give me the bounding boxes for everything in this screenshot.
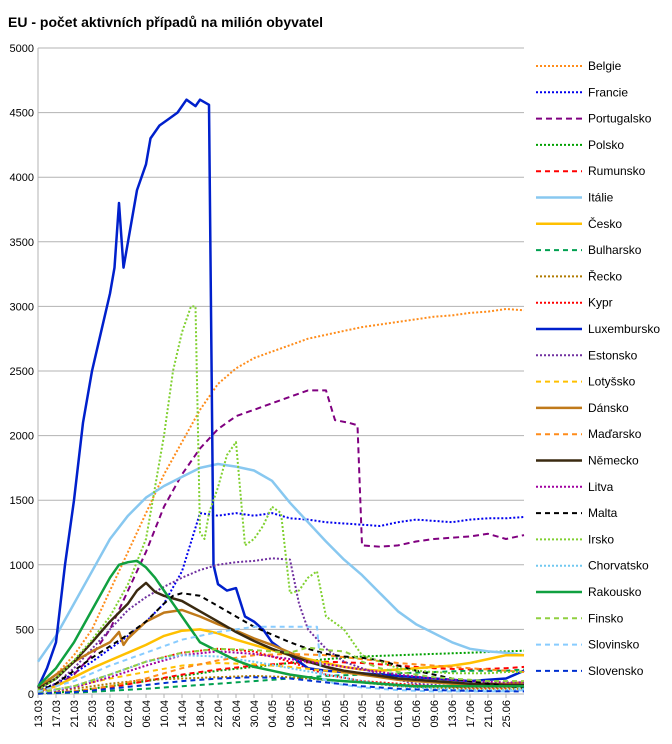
x-tick-label: 09.06 <box>429 700 441 728</box>
legend-label: Belgie <box>588 59 622 73</box>
x-tick-label: 17.03 <box>51 700 63 728</box>
series-line-Litva <box>37 650 524 695</box>
legend: Belgie Francie Portugalsko Polsko Rumunsko It… <box>536 59 660 678</box>
y-tick-label: 500 <box>16 624 34 636</box>
series-line-Luxembursko <box>36 98 525 689</box>
legend-label: Chorvatsko <box>588 559 649 573</box>
grid <box>38 47 524 695</box>
x-tick-label: 01.06 <box>393 700 405 728</box>
series-line-Malta <box>37 592 525 693</box>
legend-label: Irsko <box>588 532 614 546</box>
x-tick-label: 29.03 <box>105 700 117 728</box>
legend-label: Bulharsko <box>588 243 642 257</box>
x-tick-label: 28.05 <box>375 700 387 728</box>
x-tick-label: 26.04 <box>231 700 243 728</box>
series-line-Itálie <box>36 462 525 663</box>
y-tick-label: 0 <box>28 689 34 701</box>
legend-label: Finsko <box>588 611 624 625</box>
x-tick-label: 18.04 <box>195 700 207 728</box>
series-line-Slovensko <box>37 676 524 695</box>
legend-label: Estonsko <box>588 348 638 362</box>
legend-label: Luxembursko <box>588 322 660 336</box>
series-line-Slovinsko <box>37 625 525 693</box>
legend-label: Německo <box>588 454 639 468</box>
y-tick-label: 4500 <box>10 108 34 120</box>
x-tick-label: 22.04 <box>213 700 225 728</box>
x-tick-label: 21.06 <box>483 700 495 728</box>
x-tick-label: 08.05 <box>285 700 297 728</box>
y-tick-label: 3000 <box>10 301 34 313</box>
legend-label: Slovinsko <box>588 638 640 652</box>
y-tick-label: 2500 <box>10 366 34 378</box>
chart-title: EU - počet aktivních případů na milión o… <box>8 14 323 30</box>
axes: 0 500 1000 1500 2000 2500 3000 3500 4000 4500 5000… <box>10 43 524 728</box>
series-line-Irsko <box>37 305 524 691</box>
y-tick-label: 4000 <box>10 172 34 184</box>
legend-label: Itálie <box>588 191 614 205</box>
x-tick-label: 16.05 <box>321 700 333 728</box>
legend-label: Rumunsko <box>588 164 646 178</box>
legend-label: Malta <box>588 506 618 520</box>
y-tick-label: 2000 <box>10 431 34 443</box>
x-tick-label: 10.04 <box>159 700 171 728</box>
legend-label: Rakousko <box>588 585 642 599</box>
y-tick-label: 5000 <box>10 43 34 55</box>
x-tick-label: 14.04 <box>177 700 189 728</box>
legend-label: Řecko <box>588 268 622 283</box>
x-tick-label: 12.05 <box>303 700 315 728</box>
legend-label: Francie <box>588 85 628 99</box>
series-line-Finsko <box>37 646 524 694</box>
series-line-Rumunsko <box>37 660 525 695</box>
x-tick-label: 25.06 <box>501 700 513 728</box>
legend-label: Polsko <box>588 138 624 152</box>
x-tick-label: 04.05 <box>267 700 279 728</box>
x-tick-label: 13.06 <box>447 700 459 728</box>
legend-label: Kypr <box>588 296 613 310</box>
x-tick-label: 24.05 <box>357 700 369 728</box>
series-line-Dánsko <box>37 608 525 689</box>
series-line-Rakousko <box>37 559 524 688</box>
series-line-Řecko <box>37 674 524 694</box>
legend-label: Maďarsko <box>588 427 642 441</box>
y-tick-label: 3500 <box>10 237 34 249</box>
series-line-Německo <box>37 581 524 690</box>
series-line-Belgie <box>37 308 525 688</box>
series-line-Portugalsko <box>37 389 525 693</box>
y-tick-label: 1500 <box>10 495 34 507</box>
legend-label: Slovensko <box>588 664 644 678</box>
x-tick-label: 17.06 <box>465 700 477 728</box>
legend-label: Česko <box>588 216 622 231</box>
x-tick-label: 02.04 <box>123 700 135 728</box>
legend-label: Dánsko <box>588 401 629 415</box>
x-tick-label: 30.04 <box>249 700 261 728</box>
x-tick-label: 21.03 <box>69 700 81 728</box>
legend-label: Litva <box>588 480 614 494</box>
x-tick-label: 06.04 <box>141 700 153 728</box>
series-layer <box>36 98 525 695</box>
legend-label: Lotyšsko <box>588 375 636 389</box>
x-tick-label: 13.03 <box>33 700 45 728</box>
y-tick-label: 1000 <box>10 560 34 572</box>
x-tick-label: 05.06 <box>411 700 423 728</box>
x-tick-label: 20.05 <box>339 700 351 728</box>
legend-label: Portugalsko <box>588 112 652 126</box>
x-tick-label: 25.03 <box>87 700 99 728</box>
series-line-Francie <box>37 512 525 692</box>
